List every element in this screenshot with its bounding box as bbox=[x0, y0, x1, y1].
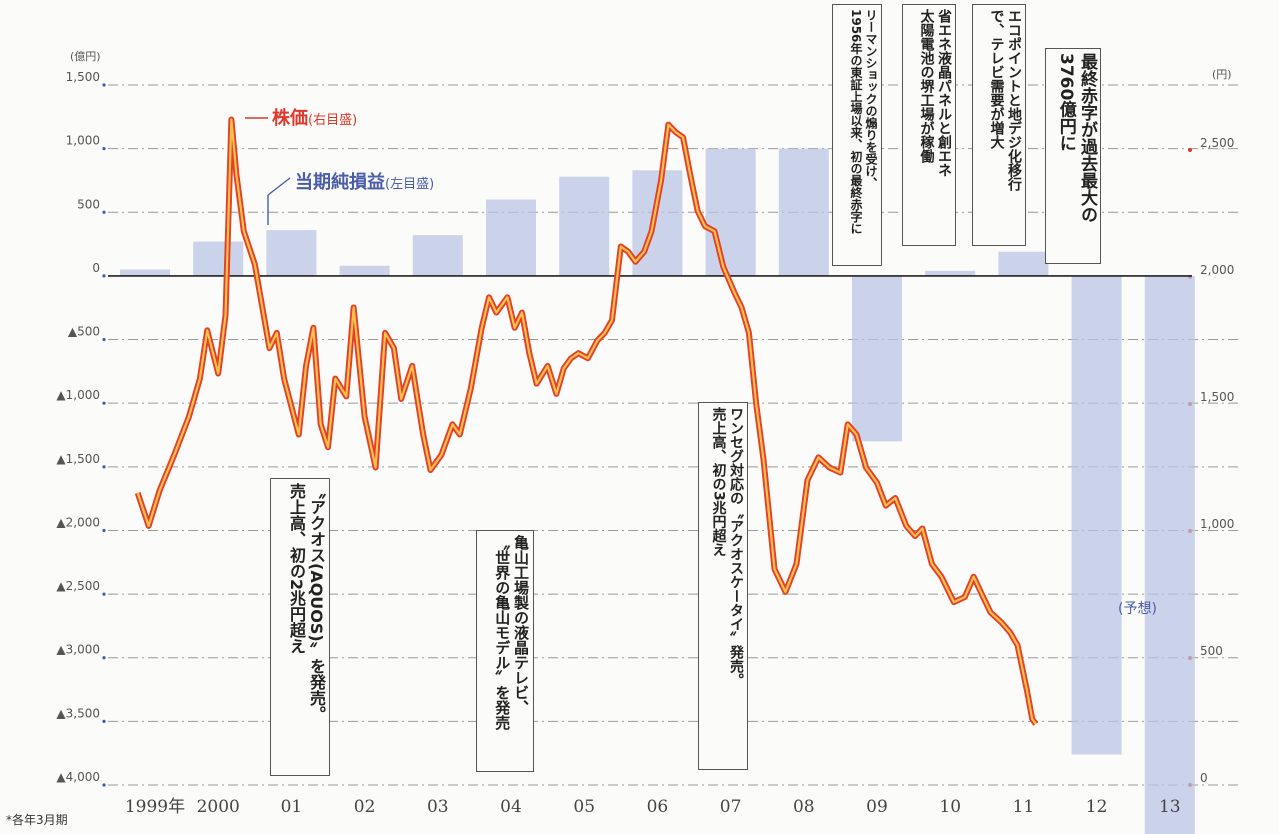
annotation-ecopoint: エコポイントと地デジ化移行 で、テレビ需要が増大 bbox=[972, 4, 1026, 246]
annotation-sakai: 省エネ液晶パネルと創エネ 太陽電池の堺工場が稼働 bbox=[902, 4, 956, 246]
right-tick-dot bbox=[1188, 148, 1192, 152]
right-tick-label: 500 bbox=[1200, 644, 1223, 658]
left-tick-dot bbox=[102, 528, 106, 533]
annotation-line: 1956年の東証上場以来、初の最終赤字に bbox=[849, 9, 863, 235]
right-axis-ticks: 2,500 2,000 1,500 1,000 500 0 bbox=[1188, 136, 1234, 787]
x-tick-label: 04 bbox=[500, 797, 522, 817]
annotation-loss: 最終赤字が過去最大の 3760億円に bbox=[1045, 48, 1101, 264]
net-income-bar bbox=[1071, 275, 1122, 755]
legend-price-note: (右目盛) bbox=[308, 113, 358, 128]
left-tick-dot bbox=[102, 83, 106, 87]
legend-net-income: 当期純損益(左目盛) bbox=[295, 168, 434, 194]
x-tick-label: 05 bbox=[573, 797, 595, 817]
left-tick-label: ▲2,000 bbox=[56, 515, 100, 529]
left-tick-dot bbox=[102, 592, 106, 596]
net-income-bar bbox=[925, 270, 976, 276]
annotation-line: 太陽電池の堺工場が稼働 bbox=[918, 9, 935, 163]
x-tick-label: 01 bbox=[281, 797, 303, 817]
left-tick-label: ▲3,000 bbox=[56, 643, 100, 657]
net-income-bars bbox=[120, 148, 1195, 834]
annotation-aquos: 〝アクオス(AQUOS)〟を発売。 売上高、初の2兆円超え bbox=[270, 478, 330, 776]
left-tick-dot bbox=[102, 656, 106, 660]
annotation-line: 〝アクオス(AQUOS)〟を発売。 bbox=[307, 483, 326, 722]
x-tick-label: 03 bbox=[427, 797, 449, 817]
x-tick-label: 12 bbox=[1086, 797, 1108, 817]
legend-stock-price: 株価(右目盛) bbox=[272, 104, 357, 130]
stock-price-core bbox=[136, 118, 1037, 725]
right-tick-label: 2,500 bbox=[1200, 136, 1234, 150]
stock-price-line bbox=[134, 116, 1039, 726]
net-income-bar bbox=[705, 148, 756, 276]
net-income-bar bbox=[852, 275, 902, 442]
forecast-label: (予想) bbox=[1118, 601, 1157, 617]
left-tick-label: ▲2,500 bbox=[56, 579, 100, 593]
annotation-line: 最終赤字が過去最大の bbox=[1077, 53, 1097, 223]
net-income-bar bbox=[120, 269, 170, 276]
fiscal-note: *各年3月期 bbox=[6, 813, 68, 827]
x-tick-label: 13 bbox=[1159, 797, 1181, 817]
legend-income-label: 当期純損益 bbox=[295, 172, 385, 193]
annotation-line: 売上高、初の2兆円超え bbox=[287, 483, 306, 655]
net-income-bar bbox=[193, 241, 244, 276]
x-tick-label: 10 bbox=[939, 797, 961, 817]
legend-income-note: (左目盛) bbox=[385, 177, 435, 192]
left-axis-ticks: 1,500 1,000 500 0 ▲500 ▲1,000 ▲1,500 ▲2,000 ▲2,5… bbox=[56, 70, 106, 787]
x-axis-labels: 1999年 2000 01 02 03 04 05 06 07 08 09 10 11 12 13 bbox=[125, 797, 1181, 817]
annotation-line: 亀山工場製の液晶テレビ、 bbox=[512, 535, 530, 715]
right-tick-label: 0 bbox=[1200, 771, 1208, 785]
left-axis-unit: (億円) bbox=[70, 50, 101, 63]
left-tick-dot bbox=[102, 465, 106, 469]
annotation-line: 省エネ液晶パネルと創エネ bbox=[936, 9, 952, 177]
net-income-bar bbox=[778, 148, 829, 276]
left-tick-label: ▲3,500 bbox=[56, 706, 100, 720]
legend-price-label: 株価 bbox=[272, 108, 308, 129]
annotation-line: で、テレビ需要が増大 bbox=[988, 9, 1005, 149]
left-tick-label: ▲1,000 bbox=[56, 388, 100, 402]
left-tick-label: 1,500 bbox=[66, 70, 100, 84]
net-income-bar bbox=[998, 251, 1049, 276]
left-tick-dot bbox=[102, 337, 106, 342]
x-tick-label: 07 bbox=[720, 797, 742, 817]
net-income-bar bbox=[412, 235, 463, 276]
annotation-line: リーマンショックの煽りを受け、 bbox=[864, 9, 878, 189]
annotation-line: 売上高、初の3兆円超え bbox=[710, 407, 727, 557]
x-tick-label: 1999年 bbox=[125, 797, 185, 817]
right-tick-label: 1,500 bbox=[1200, 390, 1234, 404]
x-tick-label: 2000 bbox=[197, 797, 240, 817]
annotation-lehman: リーマンショックの煽りを受け、 1956年の東証上場以来、初の最終赤字に bbox=[832, 4, 882, 266]
left-tick-label: ▲500 bbox=[68, 325, 100, 339]
income-legend-pointer bbox=[267, 177, 291, 196]
left-tick-dot bbox=[102, 719, 106, 723]
annotation-kameyama: 亀山工場製の液晶テレビ、 〝世界の亀山モデル〟を発売 bbox=[476, 530, 534, 772]
left-tick-label: ▲4,000 bbox=[56, 770, 100, 784]
right-tick-label: 2,000 bbox=[1200, 263, 1234, 277]
left-tick-label: 500 bbox=[77, 197, 100, 211]
left-tick-dot bbox=[102, 210, 106, 214]
x-tick-label: 08 bbox=[793, 797, 815, 817]
left-tick-dot bbox=[102, 147, 106, 151]
annotation-line: ワンセグ対応の〝アクオスケータイ〟発売。 bbox=[728, 407, 744, 687]
annotation-line: エコポイントと地デジ化移行 bbox=[1006, 9, 1022, 191]
x-tick-label: 02 bbox=[354, 797, 376, 817]
net-income-bar bbox=[1144, 275, 1195, 834]
left-tick-label: 1,000 bbox=[66, 134, 100, 148]
annotation-line: 3760億円に bbox=[1055, 53, 1076, 152]
left-tick-label: ▲1,500 bbox=[56, 452, 100, 466]
x-tick-label: 06 bbox=[647, 797, 669, 817]
right-tick-label: 1,000 bbox=[1200, 517, 1234, 531]
net-income-bar bbox=[266, 230, 317, 276]
net-income-bar bbox=[339, 265, 390, 276]
x-tick-label: 11 bbox=[1013, 797, 1035, 817]
left-tick-label: 0 bbox=[92, 261, 100, 275]
net-income-bar bbox=[486, 199, 536, 276]
x-tick-label: 09 bbox=[866, 797, 888, 817]
net-income-bar bbox=[559, 176, 610, 276]
left-tick-dot bbox=[102, 783, 106, 787]
left-tick-dot bbox=[102, 401, 106, 405]
right-axis-unit: (円) bbox=[1212, 68, 1232, 81]
annotation-oneseg: ワンセグ対応の〝アクオスケータイ〟発売。 売上高、初の3兆円超え bbox=[698, 402, 748, 770]
annotation-line: 〝世界の亀山モデル〟を発売 bbox=[493, 535, 512, 730]
left-tick-dot bbox=[102, 274, 106, 278]
